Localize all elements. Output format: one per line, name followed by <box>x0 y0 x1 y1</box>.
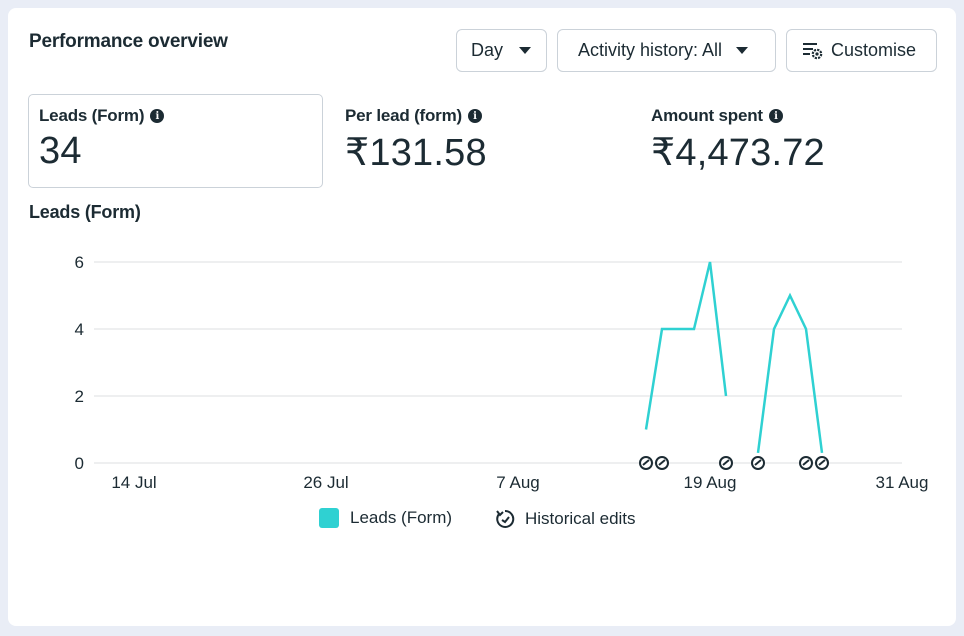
performance-overview-card: Performance overview Day Activity histor… <box>8 8 956 626</box>
metric-amount-spent[interactable]: Amount spent i ₹4,473.72 <box>651 106 825 175</box>
metric-per-lead[interactable]: Per lead (form) i ₹131.58 <box>345 106 487 175</box>
x-tick-label: 26 Jul <box>303 473 348 492</box>
historical-edit-marker-icon[interactable] <box>799 456 813 470</box>
metric-value: ₹4,473.72 <box>651 132 825 174</box>
legend-edits-label: Historical edits <box>525 509 636 528</box>
activity-history-label: Activity history: All <box>578 40 723 60</box>
customise-settings-icon <box>803 42 823 59</box>
legend-series[interactable]: Leads (Form) <box>319 508 452 528</box>
legend-historical-edits[interactable]: Historical edits <box>494 508 636 530</box>
historical-edit-marker-icon[interactable] <box>639 456 653 470</box>
metric-value: 34 <box>39 130 82 172</box>
x-tick-label: 7 Aug <box>496 473 540 492</box>
leads-line-chart: 0 2 4 6 14 Jul 26 Jul 7 Aug 19 Aug 31 Aug <box>75 253 929 492</box>
page-title: Performance overview <box>29 31 228 52</box>
series-line-leads-form <box>756 292 824 454</box>
metric-card-selected[interactable] <box>28 94 323 188</box>
y-tick-label: 2 <box>75 387 84 406</box>
info-icon[interactable]: i <box>150 109 165 123</box>
x-tick-label: 31 Aug <box>876 473 929 492</box>
historical-edit-marker-icon[interactable] <box>655 456 669 470</box>
customise-button[interactable]: Customise <box>786 29 937 72</box>
metric-value: ₹131.58 <box>345 132 487 174</box>
historical-edit-marker-icon[interactable] <box>751 456 765 470</box>
historical-edit-marker-icon[interactable] <box>719 456 733 470</box>
metric-label: Per lead (form) <box>345 106 462 125</box>
metric-label: Amount spent <box>651 106 763 125</box>
x-tick-label: 14 Jul <box>111 473 156 492</box>
historical-edit-marker-icon[interactable] <box>815 456 829 470</box>
metric-leads[interactable]: Leads (Form) i 34 <box>39 106 165 173</box>
series-line-leads-form <box>644 261 728 430</box>
caret-down-icon <box>736 47 749 54</box>
caret-down-icon <box>519 47 532 54</box>
info-icon[interactable]: i <box>768 109 783 123</box>
customise-label: Customise <box>831 40 917 60</box>
x-tick-label: 19 Aug <box>684 473 737 492</box>
activity-history-dropdown[interactable]: Activity history: All <box>557 29 776 72</box>
day-dropdown-label: Day <box>471 40 504 60</box>
legend-series-label: Leads (Form) <box>350 508 453 527</box>
y-tick-label: 4 <box>75 320 84 339</box>
y-tick-label: 6 <box>75 253 84 272</box>
day-dropdown[interactable]: Day <box>456 29 547 72</box>
metric-label: Leads (Form) <box>39 106 145 125</box>
legend-swatch <box>319 508 339 528</box>
historical-edits-icon <box>496 509 515 528</box>
chart-title: Leads (Form) <box>29 202 141 222</box>
y-tick-label: 0 <box>75 454 84 473</box>
info-icon[interactable]: i <box>467 109 482 123</box>
